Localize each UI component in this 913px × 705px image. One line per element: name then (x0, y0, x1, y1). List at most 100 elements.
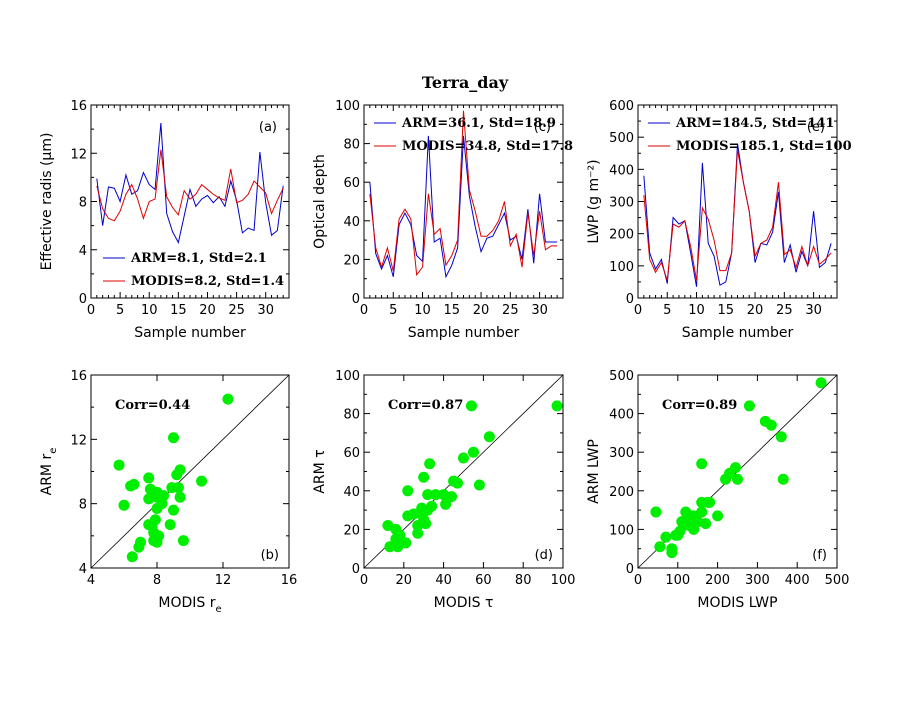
x-axis-label: Sample number (134, 325, 246, 341)
scatter-point (400, 537, 412, 549)
x-tick-label: 100 (665, 573, 690, 588)
x-tick-label: 10 (688, 303, 705, 318)
scatter-point (196, 475, 208, 487)
scatter-point (128, 478, 140, 490)
series-line-arm (369, 135, 558, 279)
x-tick-label: 4 (87, 573, 95, 588)
scatter-point (424, 458, 436, 470)
scatter-point (654, 541, 666, 553)
scatter-point (674, 525, 686, 537)
scatter-point (650, 506, 662, 518)
scatter-point (660, 531, 672, 543)
panel-d: 0 20 40 60 80 100 0 20 40 60 80 100 MODIS τ ARM τ Corr… (312, 369, 575, 611)
scatter-point (446, 491, 458, 503)
legend-label-arm: ARM=184.5, Std=141 (675, 116, 834, 131)
x-tick-label: 5 (389, 303, 397, 318)
scatter-point (465, 400, 477, 412)
x-tick-label: 400 (785, 573, 810, 588)
x-tick-label: 25 (502, 303, 519, 318)
y-tick-label: 4 (79, 244, 87, 259)
x-axis-label: MODIS τ (434, 595, 494, 611)
y-axis-label: ARM τ (312, 449, 328, 493)
scatter-point (394, 529, 406, 541)
scatter-point (168, 504, 179, 516)
x-tick-label: 100 (551, 573, 576, 588)
y-tick-label: 300 (609, 196, 634, 211)
y-tick-label: 40 (343, 215, 360, 230)
y-tick-label: 0 (626, 562, 634, 577)
x-axis-label: Sample number (408, 325, 520, 341)
one-to-one-line (90, 374, 290, 569)
scatter-point (483, 431, 495, 443)
x-tick-label: 20 (747, 303, 764, 318)
y-tick-label: 500 (609, 131, 634, 146)
y-axis-label: Effective radis (μm) (39, 133, 55, 271)
x-tick-label: 0 (360, 573, 368, 588)
x-tick-label: 30 (257, 303, 274, 318)
scatter-point (696, 458, 708, 470)
correlation-annotation: Corr=0.87 (388, 398, 463, 413)
y-tick-label: 0 (79, 292, 87, 307)
y-tick-label: 8 (79, 498, 87, 513)
y-tick-label: 200 (609, 228, 634, 243)
scatter-point (384, 541, 396, 553)
x-tick-label: 300 (745, 573, 770, 588)
scatter-point (777, 473, 789, 485)
x-tick-label: 10 (141, 303, 158, 318)
x-tick-label: 20 (396, 573, 413, 588)
y-tick-label: 100 (609, 523, 634, 538)
scatter-point (126, 551, 138, 563)
y-tick-label: 80 (343, 408, 360, 423)
scatter-point (412, 527, 424, 539)
series-line-arm (643, 143, 832, 287)
x-tick-label: 0 (360, 303, 368, 318)
scatter-point (164, 519, 176, 531)
x-tick-label: 0 (87, 303, 95, 318)
scatter-point (452, 477, 464, 489)
scatter-point (666, 543, 678, 555)
scatter-point (732, 473, 743, 485)
y-tick-label: 600 (609, 99, 634, 114)
x-tick-label: 5 (663, 303, 671, 318)
y-tick-label: 100 (335, 99, 360, 114)
legend-label-modis: MODIS=185.1, Std=100 (676, 139, 852, 154)
x-tick-label: 200 (705, 573, 730, 588)
x-tick-label: 30 (531, 303, 548, 318)
scatter-point (408, 508, 420, 520)
panel-label: (f) (812, 548, 827, 563)
scatter-point (688, 510, 700, 522)
y-tick-label: 20 (343, 523, 360, 538)
series-line-modis (643, 149, 832, 281)
series-line-modis (369, 110, 558, 277)
scatter-point (712, 510, 724, 522)
series-line-modis (96, 149, 284, 222)
x-tick-label: 15 (444, 303, 461, 318)
x-tick-label: 5 (116, 303, 124, 318)
x-tick-label: 15 (718, 303, 735, 318)
y-tick-label: 12 (70, 433, 87, 448)
y-tick-label: 500 (609, 369, 634, 384)
x-tick-label: 30 (805, 303, 822, 318)
scatter-point (402, 485, 414, 497)
y-tick-label: 12 (70, 147, 87, 162)
x-tick-label: 15 (170, 303, 187, 318)
x-tick-label: 20 (473, 303, 490, 318)
y-tick-label: 60 (343, 176, 360, 191)
y-tick-label: 16 (70, 369, 87, 384)
scatter-point (418, 514, 430, 526)
correlation-annotation: Corr=0.44 (115, 398, 190, 413)
scatter-point (143, 493, 155, 505)
y-tick-label: 0 (352, 292, 360, 307)
figure-title: Terra_day (422, 73, 509, 92)
y-tick-label: 20 (343, 253, 360, 268)
legend-label-modis: MODIS=8.2, Std=1.4 (131, 274, 284, 289)
legend-label-modis: MODIS=34.8, Std=17.8 (402, 139, 573, 154)
panel-b: 4 8 12 16 4 8 12 16 MODIS re ARM re Corr=0.44 (b) (39, 369, 297, 615)
scatter-point (149, 514, 161, 526)
scatter-point (704, 496, 716, 508)
x-axis-label-subscript: e (215, 604, 221, 615)
scatter-point (430, 489, 442, 501)
y-tick-label: 400 (609, 408, 634, 423)
